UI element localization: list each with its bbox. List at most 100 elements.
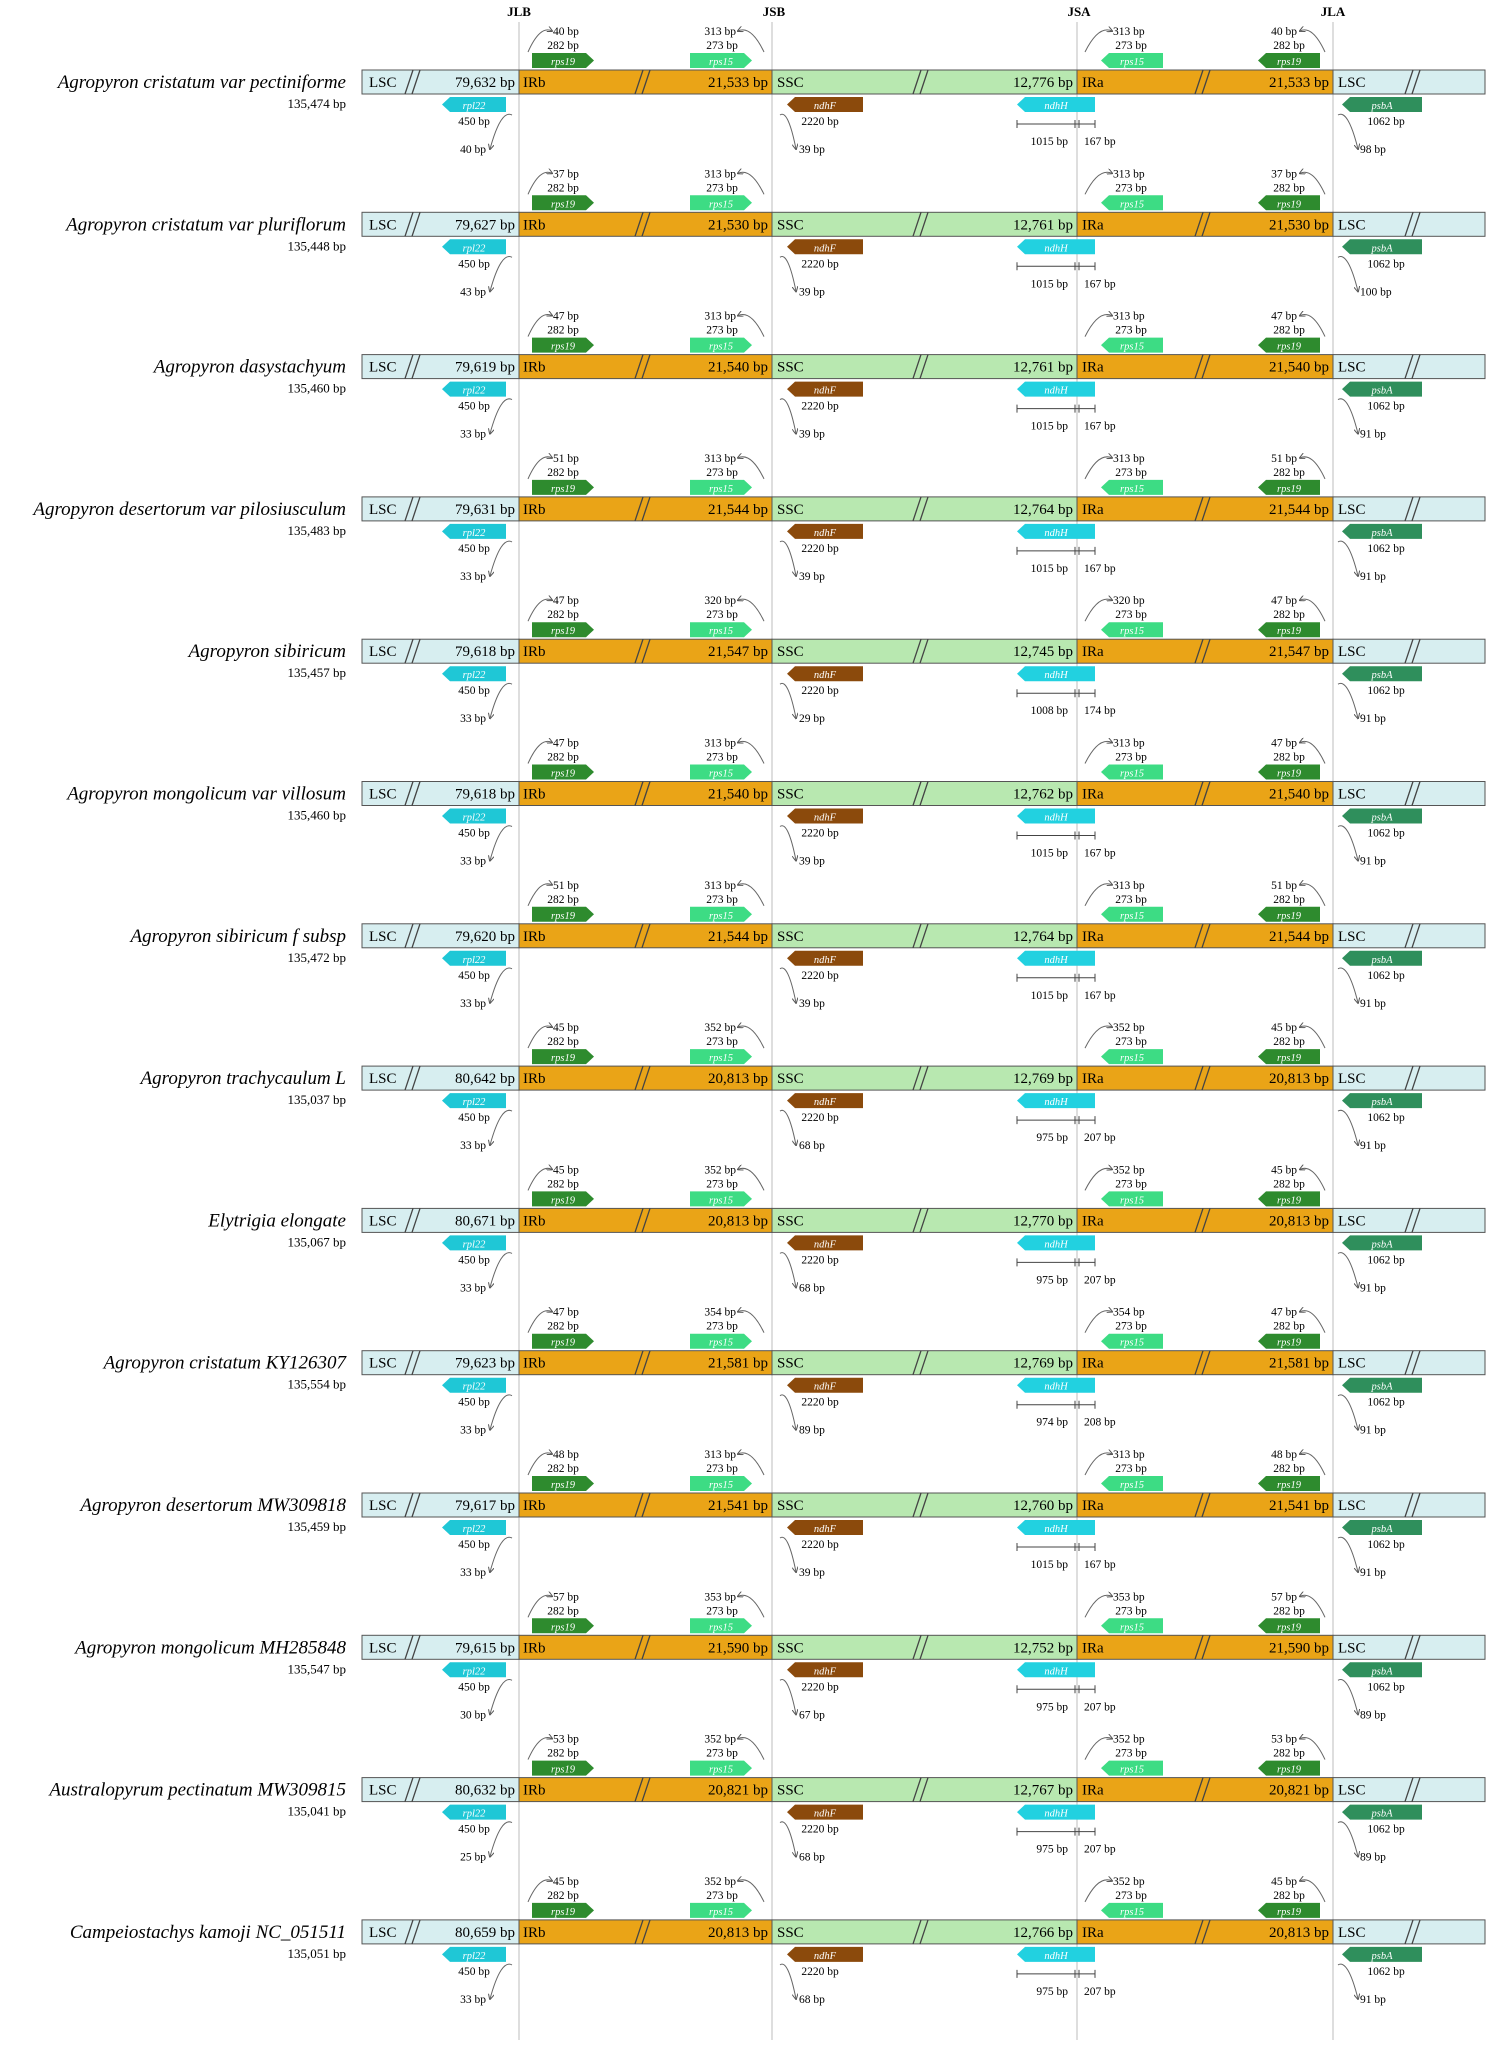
break-mark	[1411, 69, 1421, 95]
rps15b-length: 273 bp	[1115, 609, 1147, 621]
rps15-length: 273 bp	[706, 1036, 738, 1048]
lsc-label: LSC	[369, 1071, 397, 1087]
rps15b-gene-label: rps15	[1120, 342, 1144, 353]
rpl22-length: 450 bp	[458, 1397, 490, 1409]
psbA-length: 1062 bp	[1367, 1254, 1405, 1266]
ssc-label: SSC	[777, 644, 804, 660]
jsa-top-arrow	[1084, 741, 1112, 764]
break-mark	[1194, 638, 1204, 664]
ndhH-gene-label: ndhH	[1044, 1951, 1069, 1962]
jsa-top-arrow	[1084, 1880, 1112, 1903]
rps19-gene: rps19	[532, 1618, 594, 1634]
rps15b-length: 273 bp	[1115, 1605, 1147, 1617]
ira-region	[1076, 496, 1334, 522]
rpl22-gene: rpl22	[442, 808, 506, 824]
ssc-label: SSC	[777, 1213, 804, 1229]
break-mark	[1404, 1350, 1414, 1375]
break-mark	[919, 496, 929, 522]
ndhF-gene: ndhF	[787, 1093, 863, 1109]
jsa-top-arrow	[1084, 1026, 1112, 1049]
psbA-gene-shape	[1342, 1377, 1422, 1393]
rpl22-gene: rpl22	[442, 381, 506, 397]
ndhH-gene-label: ndhH	[1044, 243, 1069, 254]
break-mark	[404, 638, 414, 664]
ndhF-overhang: 68 bp	[799, 1282, 825, 1294]
irb-label: IRb	[523, 787, 546, 803]
rps19b-gene-shape	[1258, 764, 1320, 780]
break-mark	[1404, 1208, 1414, 1233]
lsc-length: 79,617 bp	[455, 1498, 515, 1514]
break-mark	[919, 1492, 929, 1518]
ira-length: 21,533 bp	[1269, 75, 1329, 91]
ndhH-right-length: 207 bp	[1084, 1844, 1116, 1856]
lsc-right-label: LSC	[1338, 1783, 1366, 1799]
psbA-overhang: 91 bp	[1360, 1567, 1386, 1579]
rps15b-length: 273 bp	[1115, 325, 1147, 337]
ndhF-arrow	[779, 1109, 796, 1145]
psbA-arrow	[1337, 1963, 1358, 1999]
jsb-top-arrow	[738, 1880, 765, 1903]
jlb-top-arrow	[527, 1453, 552, 1476]
rps19b-gene-label: rps19	[1277, 1480, 1302, 1491]
ndhH-right-length: 167 bp	[1084, 990, 1116, 1002]
ndhF-arrow	[779, 1679, 796, 1715]
break-mark	[641, 1065, 651, 1091]
rps15b-gene-shape	[1101, 1618, 1163, 1634]
rps19-length: 282 bp	[547, 609, 579, 621]
break-mark	[404, 923, 414, 949]
rps19-length: 282 bp	[547, 752, 579, 764]
break-mark	[1404, 781, 1414, 806]
break-mark	[404, 1635, 414, 1660]
rps19-length: 282 bp	[547, 1321, 579, 1333]
ndhF-overhang: 39 bp	[799, 1567, 825, 1579]
rps19-length: 282 bp	[547, 1463, 579, 1475]
psbA-gene-shape	[1342, 381, 1422, 397]
psbA-gene: psbA	[1342, 666, 1422, 682]
species-row: Agropyron cristatum var pectiniforme 135,…	[56, 26, 1486, 156]
jsa-top-arrow	[1084, 172, 1112, 195]
jla-top-arrow	[1300, 315, 1326, 337]
psbA-gene-label: psbA	[1371, 386, 1394, 397]
ira-length: 21,540 bp	[1269, 360, 1329, 376]
rps15-gene-shape	[690, 1333, 752, 1349]
jla-top-distance: 47 bp	[1271, 311, 1297, 323]
jlb-top-distance: 47 bp	[553, 595, 579, 607]
break-mark	[1404, 1919, 1414, 1945]
ndhF-gene: ndhF	[787, 950, 863, 966]
rpl22-gene-label: rpl22	[463, 243, 487, 254]
jla-top-distance: 53 bp	[1271, 1734, 1297, 1746]
lsc-left-region	[361, 1634, 520, 1660]
jla-top-distance: 45 bp	[1271, 1164, 1297, 1176]
ira-length: 21,547 bp	[1269, 644, 1329, 660]
break-mark	[1194, 1208, 1204, 1233]
rps15b-gene-label: rps15	[1120, 1765, 1144, 1776]
rps15b-gene-shape	[1101, 479, 1163, 495]
rps15-gene: rps15	[690, 764, 752, 780]
rpl22-gene-label: rpl22	[463, 1666, 487, 1677]
ndhF-length: 2220 bp	[801, 1539, 839, 1551]
ndhH-gene: ndhH	[1017, 1946, 1095, 1962]
rps19b-gene: rps19	[1258, 195, 1320, 211]
break-mark	[1201, 496, 1211, 522]
jla-top-distance: 45 bp	[1271, 1022, 1297, 1034]
rps15b-gene-label: rps15	[1120, 484, 1144, 495]
irb-label: IRb	[523, 1213, 546, 1229]
irb-length: 21,540 bp	[708, 360, 768, 376]
ndhF-gene-shape	[787, 1377, 863, 1393]
ndhH-right-length: 207 bp	[1084, 1132, 1116, 1144]
psbA-arrow	[1337, 256, 1358, 292]
break-mark	[641, 1350, 651, 1375]
rpl22-gene-label: rpl22	[463, 670, 487, 681]
species-name: Elytrigia elongate	[207, 1210, 346, 1231]
rps19b-length: 282 bp	[1273, 894, 1305, 906]
rps15-length: 273 bp	[706, 1178, 738, 1190]
break-mark	[919, 1635, 929, 1660]
lsc-left-region	[361, 1350, 520, 1376]
jla-top-distance: 45 bp	[1271, 1876, 1297, 1888]
ndhH-gene: ndhH	[1017, 666, 1095, 682]
rps15-length: 273 bp	[706, 1321, 738, 1333]
ndhH-gene-shape	[1017, 1093, 1095, 1109]
rpl22-gene-shape	[442, 950, 506, 966]
rps15b-gene: rps15	[1101, 622, 1163, 638]
irb-label: IRb	[523, 502, 546, 518]
